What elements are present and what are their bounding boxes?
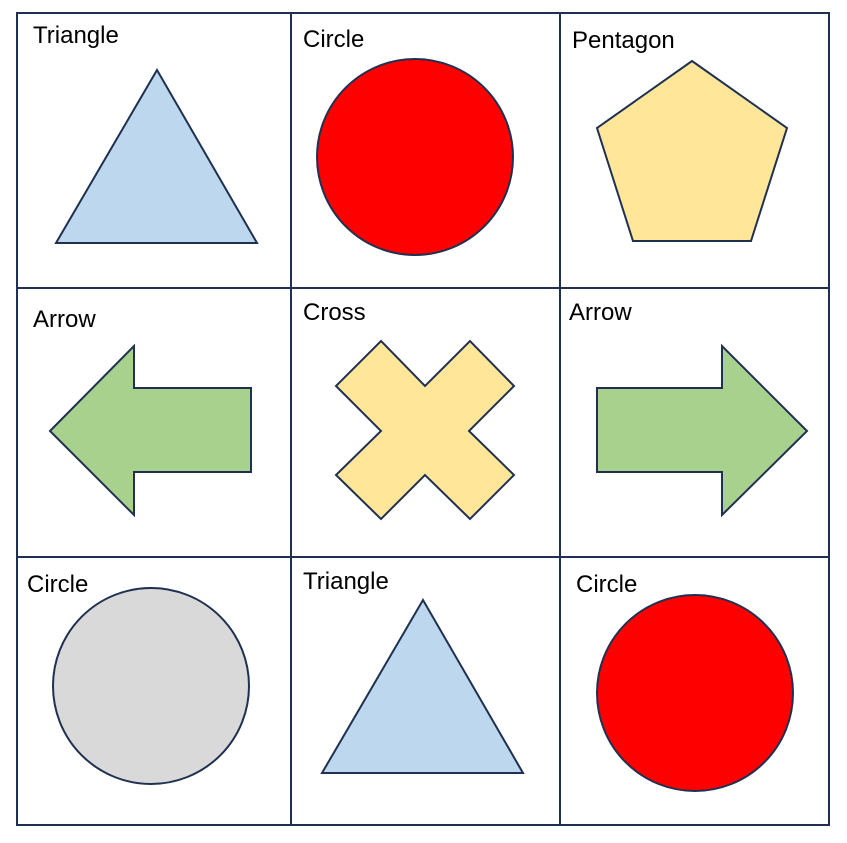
triangle-shape [320, 598, 525, 774]
cell-1-label: Triangle [33, 22, 119, 49]
cell-4: Arrow [33, 306, 252, 518]
cell-1: Triangle [33, 22, 259, 244]
cell-3: Pentagon [572, 27, 789, 242]
cell-7-label: Circle [27, 571, 88, 598]
cell-8: Triangle [303, 568, 525, 774]
cell-9-label: Circle [576, 571, 637, 598]
arrow-right-shape [596, 343, 809, 518]
grid-outer-border [16, 12, 830, 826]
circle-shape [52, 587, 250, 785]
cell-6: Arrow [569, 299, 809, 518]
grid-lines [16, 12, 830, 826]
circle-shape [596, 594, 794, 792]
cell-7: Circle [27, 571, 250, 785]
pentagon-shape [595, 59, 789, 242]
cell-3-label: Pentagon [572, 27, 675, 54]
cell-6-label: Arrow [569, 299, 632, 326]
cell-2-label: Circle [303, 26, 364, 53]
cell-9: Circle [576, 571, 794, 792]
circle-shape [316, 58, 514, 256]
triangle-shape [54, 68, 259, 244]
cell-2: Circle [303, 26, 514, 256]
cell-4-label: Arrow [33, 306, 96, 333]
cell-8-label: Triangle [303, 568, 389, 595]
arrow-left-shape [48, 343, 252, 518]
cell-5-label: Cross [303, 299, 366, 326]
cell-5: Cross [303, 299, 516, 521]
cross-shape [334, 339, 516, 521]
